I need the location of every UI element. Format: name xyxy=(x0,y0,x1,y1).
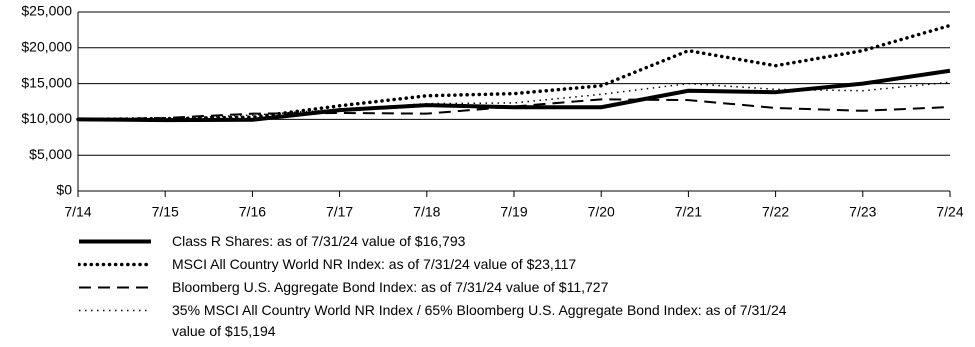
x-tick-label: 7/16 xyxy=(239,204,266,220)
x-tick-label: 7/15 xyxy=(152,204,179,220)
y-tick-label: $10,000 xyxy=(21,110,72,126)
chart: $0 $5,000 $10,000 $15,000 $20,000 $25,000 7/14… xyxy=(21,3,963,220)
y-tick-label: $5,000 xyxy=(29,146,72,162)
x-tick-label: 7/24 xyxy=(936,204,963,220)
x-tick-label: 7/22 xyxy=(762,204,789,220)
series-line xyxy=(77,81,951,121)
y-tick-label: $20,000 xyxy=(21,39,72,55)
legend-swatch xyxy=(79,309,151,312)
x-tick-label: 7/20 xyxy=(588,204,615,220)
x-tick-label: 7/14 xyxy=(64,204,91,220)
x-tick-label: 7/23 xyxy=(849,204,876,220)
legend-label: Class R Shares: as of 7/31/24 value of $… xyxy=(172,233,466,249)
legend-label: MSCI All Country World NR Index: as of 7… xyxy=(172,256,577,272)
legend-item: MSCI All Country World NR Index: as of 7… xyxy=(78,254,812,275)
y-tick-label: $25,000 xyxy=(21,3,72,19)
legend-swatch xyxy=(78,262,152,267)
y-tick-label: $15,000 xyxy=(21,74,72,90)
legend-item: Bloomberg U.S. Aggregate Bond Index: as … xyxy=(78,277,812,298)
legend-item: Class R Shares: as of 7/31/24 value of $… xyxy=(78,231,812,252)
legend-label: 35% MSCI All Country World NR Index / 65… xyxy=(172,302,787,339)
x-tick-label: 7/19 xyxy=(500,204,527,220)
x-tick-label: 7/21 xyxy=(675,204,702,220)
series-line xyxy=(76,23,952,122)
x-tick-label: 7/17 xyxy=(326,204,353,220)
series-line xyxy=(77,98,951,121)
legend-label: Bloomberg U.S. Aggregate Bond Index: as … xyxy=(172,279,609,295)
y-tick-label: $0 xyxy=(56,182,72,198)
legend: Class R Shares: as of 7/31/24 value of $… xyxy=(78,231,812,344)
x-tick-label: 7/18 xyxy=(413,204,440,220)
legend-swatch xyxy=(79,239,151,244)
legend-swatch xyxy=(79,286,151,289)
series-line xyxy=(77,68,951,123)
legend-item: 35% MSCI All Country World NR Index / 65… xyxy=(78,300,812,342)
